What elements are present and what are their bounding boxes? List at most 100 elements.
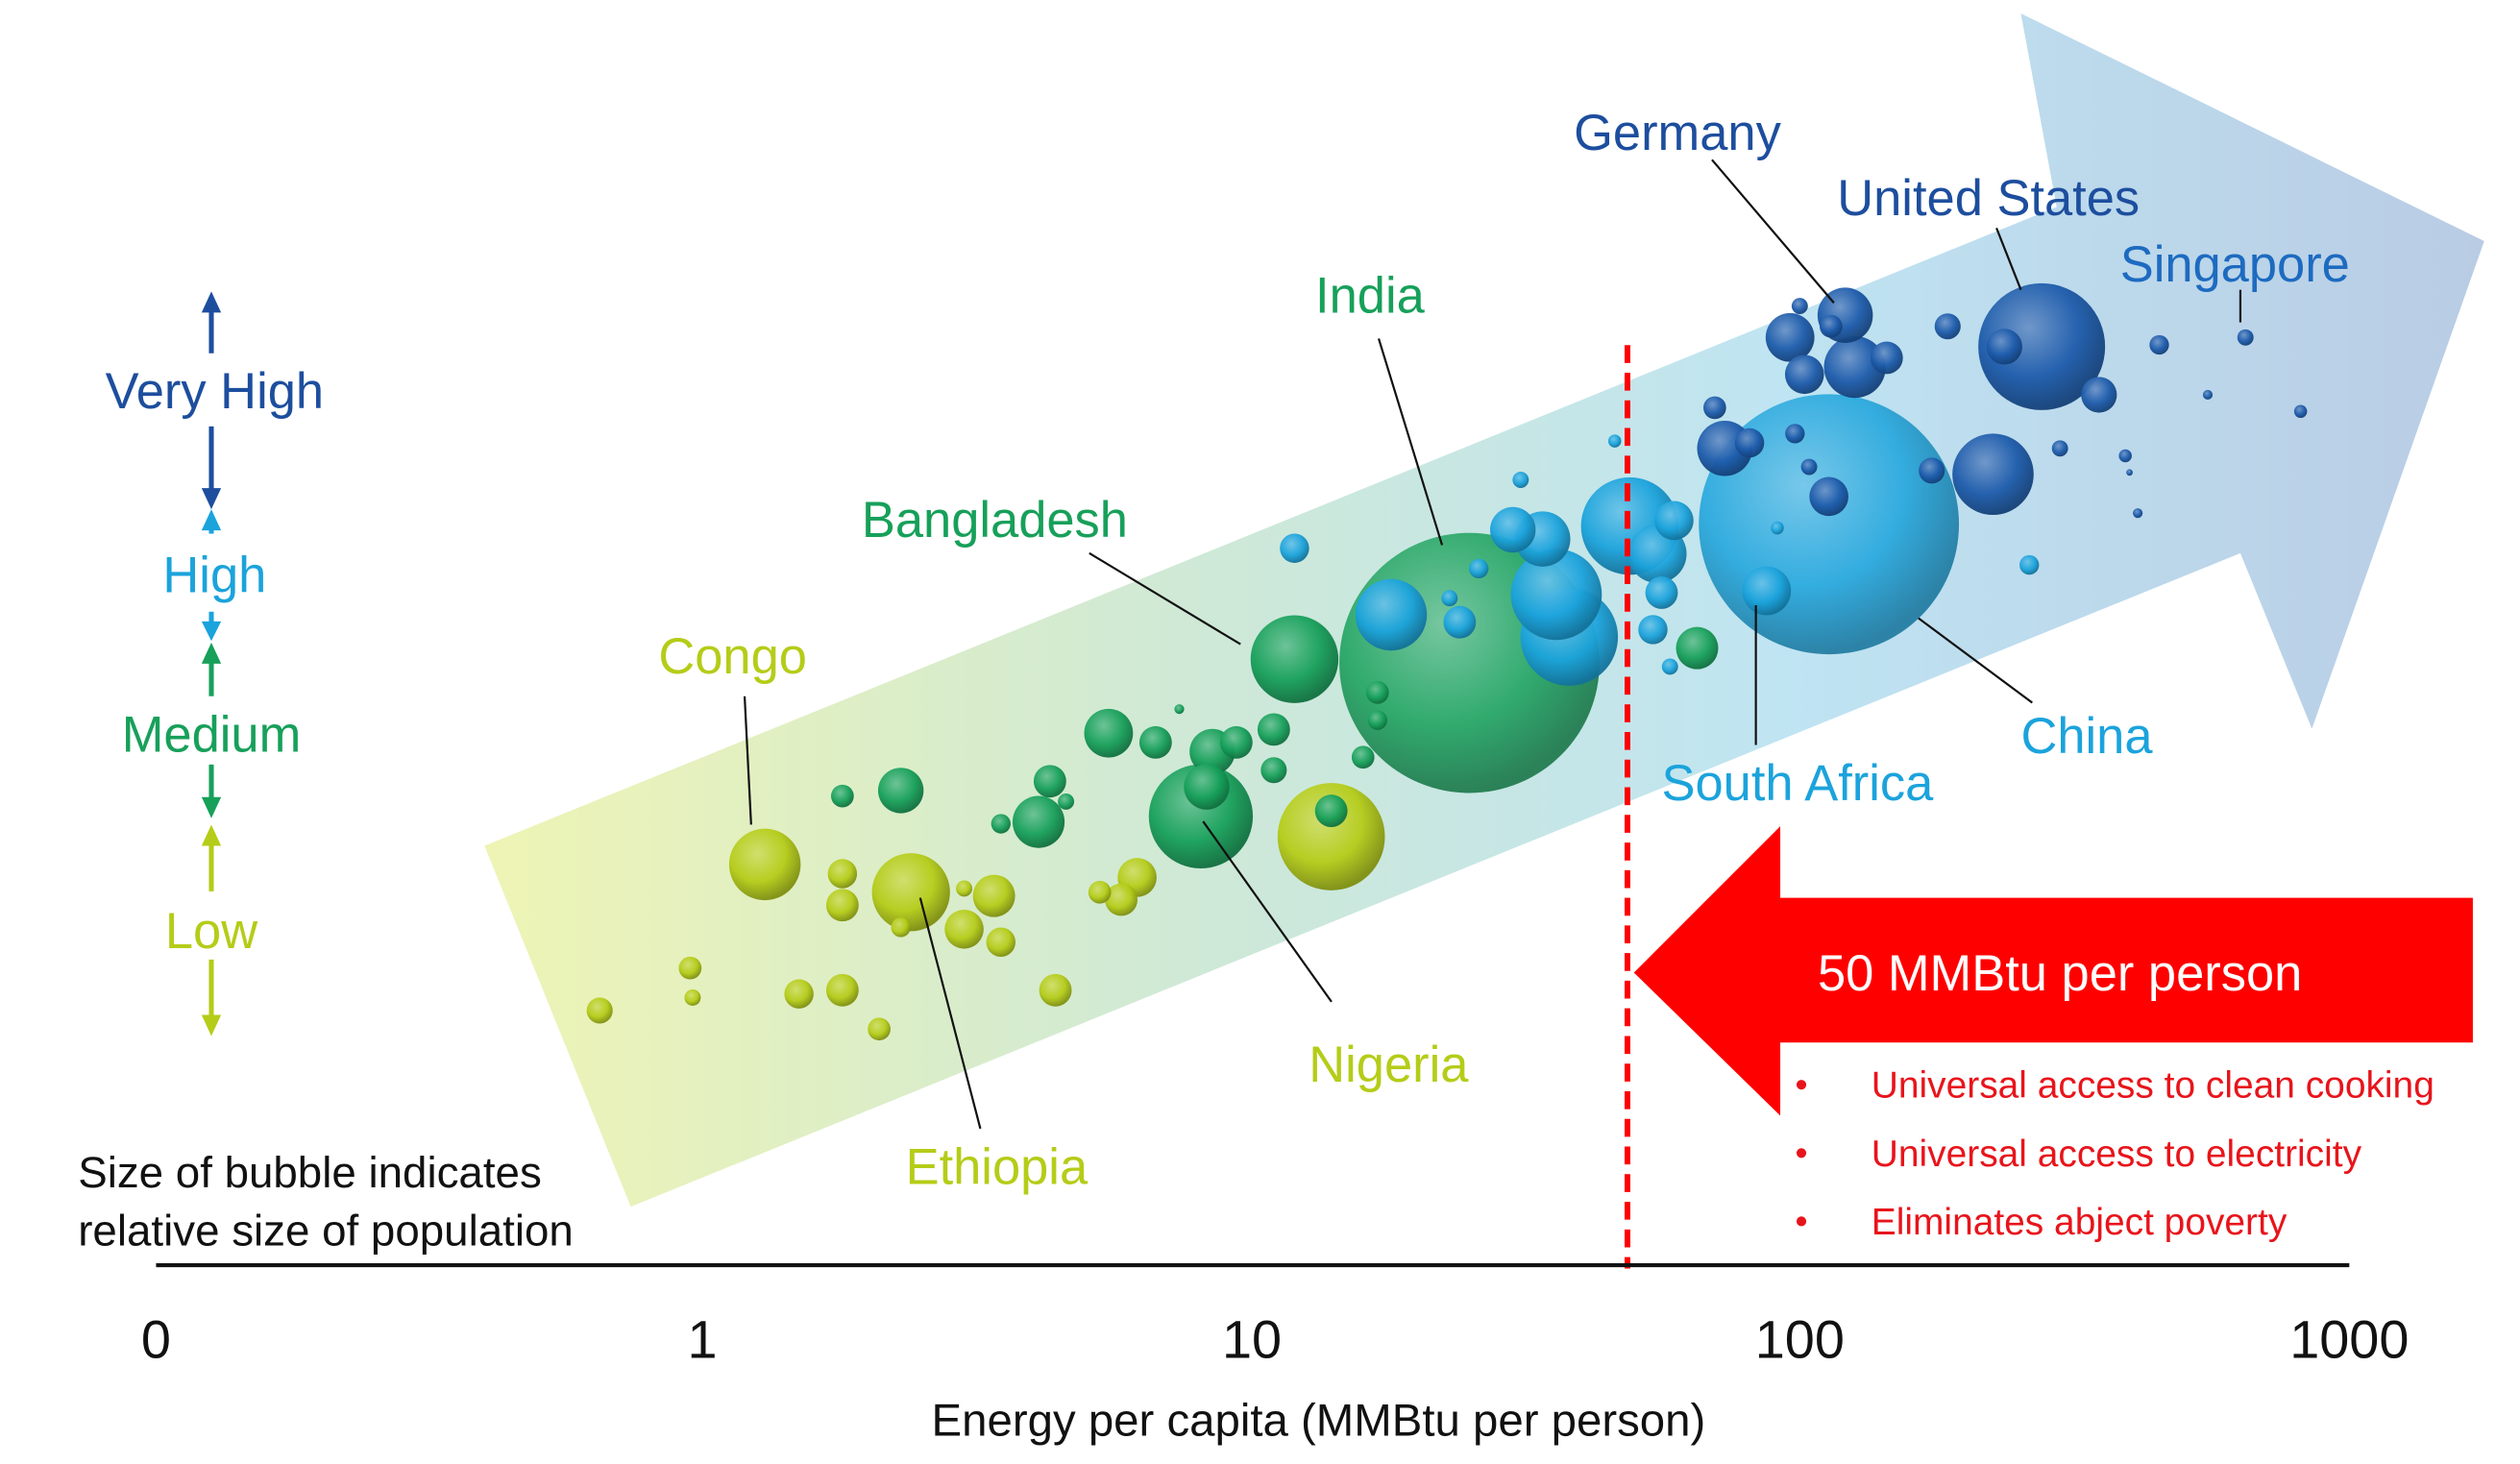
bubble-very-high (1703, 396, 1726, 420)
medium-arrow-up-icon (201, 642, 222, 664)
bubble-medium (1138, 725, 1172, 759)
leader-congo (743, 695, 752, 825)
bubble-very-high (2133, 508, 2143, 519)
bubble-low (986, 927, 1016, 957)
level-medium: Medium (122, 707, 302, 763)
high-arrow-up-icon (201, 509, 222, 531)
bubble-medium (1219, 725, 1253, 759)
threshold-bullet-1: Universal access to clean cooking (1872, 1065, 2434, 1107)
bubble-low (825, 973, 859, 1007)
bubble-medium (1260, 757, 1287, 784)
bubble-very-high (1734, 427, 1765, 458)
bubble-high (1638, 615, 1668, 645)
leader-germany (1711, 159, 1835, 304)
level-very-high: Very High (106, 364, 324, 420)
bubble-medium (1033, 765, 1066, 798)
bubble-very-high (1784, 354, 1824, 395)
bubble-low (891, 917, 911, 938)
threshold-bullet-2: Universal access to electricity (1872, 1134, 2362, 1175)
bubble-very-high (2202, 389, 2214, 401)
bubble-medium (1351, 745, 1375, 769)
bubble-low (684, 989, 701, 1006)
bubble-very-high (1952, 433, 2034, 516)
bubble-medium (1058, 793, 1075, 810)
bubble-medium (1314, 794, 1348, 827)
bubble-medium (877, 768, 924, 814)
threshold-red-arrow (1633, 826, 2473, 1116)
bubble-very-high (1785, 424, 1805, 444)
bubble-low (944, 909, 984, 949)
bubble-low (871, 853, 950, 932)
bubble-medium (1257, 713, 1290, 746)
label-india: India (1315, 268, 1426, 324)
bubble-very-high (2293, 404, 2308, 419)
x-tick-label: 1000 (2289, 1309, 2409, 1370)
level-low: Low (165, 904, 258, 960)
bubble-high (1742, 566, 1792, 616)
label-united-states: United States (1837, 171, 2140, 227)
bubble-high (1469, 558, 1489, 579)
bubble-very-high (2149, 334, 2169, 355)
threshold-bullet-3: Eliminates abject poverty (1872, 1202, 2288, 1243)
bubble-low (1277, 783, 1385, 891)
threshold-label: 50 MMBtu per person (1818, 946, 2302, 1002)
bubble-medium (991, 814, 1011, 834)
leader-china (1918, 617, 2033, 704)
bubble-very-high (2118, 449, 2132, 463)
bubble-medium (1676, 626, 1719, 670)
bubble-medium (1012, 795, 1065, 848)
bubble-low (678, 956, 702, 980)
bubble-very-high (2051, 440, 2068, 457)
bubble-very-high (1765, 312, 1815, 362)
bubble-very-high (2237, 329, 2254, 346)
bubble-very-high (1800, 458, 1818, 476)
low-arrow-up-icon (201, 824, 222, 846)
bubble-very-high (2081, 377, 2117, 413)
bubble-low (1039, 973, 1072, 1007)
low-arrow-down-icon (201, 1014, 222, 1037)
bubble-very-high (1978, 282, 2106, 410)
bubble-high (1490, 506, 1536, 553)
high-arrow-down-icon (201, 621, 222, 642)
bubble-high (1443, 605, 1477, 639)
x-tick-label: 100 (1755, 1309, 1845, 1370)
label-ethiopia: Ethiopia (906, 1139, 1089, 1195)
bubble-low (784, 979, 814, 1009)
bubble-high (1771, 521, 1784, 535)
label-congo: Congo (658, 629, 807, 685)
x-axis-title: Energy per capita (MMBtu per person) (932, 1396, 1706, 1447)
bubble-high (1510, 549, 1603, 641)
leader-ethiopia (918, 897, 982, 1130)
bubble-low (827, 859, 858, 889)
bubble-medium (1084, 708, 1134, 758)
bullet-icon (1796, 1148, 1807, 1159)
bubble-high (2019, 554, 2040, 575)
medium-arrow-down-icon (201, 796, 222, 818)
bubble-low (956, 880, 973, 897)
x-tick-label: 10 (1222, 1309, 1282, 1370)
label-singapore: Singapore (2120, 237, 2350, 293)
bubble-medium (1250, 615, 1339, 703)
label-germany: Germany (1574, 106, 1781, 161)
size-note-line-2: relative size of population (78, 1207, 574, 1256)
bullet-icon (1796, 1216, 1807, 1227)
leader-india (1377, 338, 1444, 546)
bubble-very-high (1819, 314, 1843, 338)
bubble-very-high (1870, 341, 1903, 375)
label-bangladesh: Bangladesh (862, 493, 1128, 549)
bubble-low (586, 997, 613, 1024)
leader-nigeria (1202, 820, 1333, 1003)
bubble-low (972, 874, 1015, 917)
bullet-icon (1796, 1080, 1807, 1090)
bubble-very-high (1823, 335, 1886, 399)
bubble-low (1088, 880, 1112, 904)
bubble-high (1441, 590, 1458, 607)
label-south-africa: South Africa (1661, 756, 1934, 812)
level-high: High (162, 548, 266, 603)
bubble-very-high (2126, 469, 2133, 476)
bubble-high (1355, 578, 1428, 651)
bubble-medium (1184, 764, 1230, 810)
bubble-very-high (1791, 298, 1808, 315)
